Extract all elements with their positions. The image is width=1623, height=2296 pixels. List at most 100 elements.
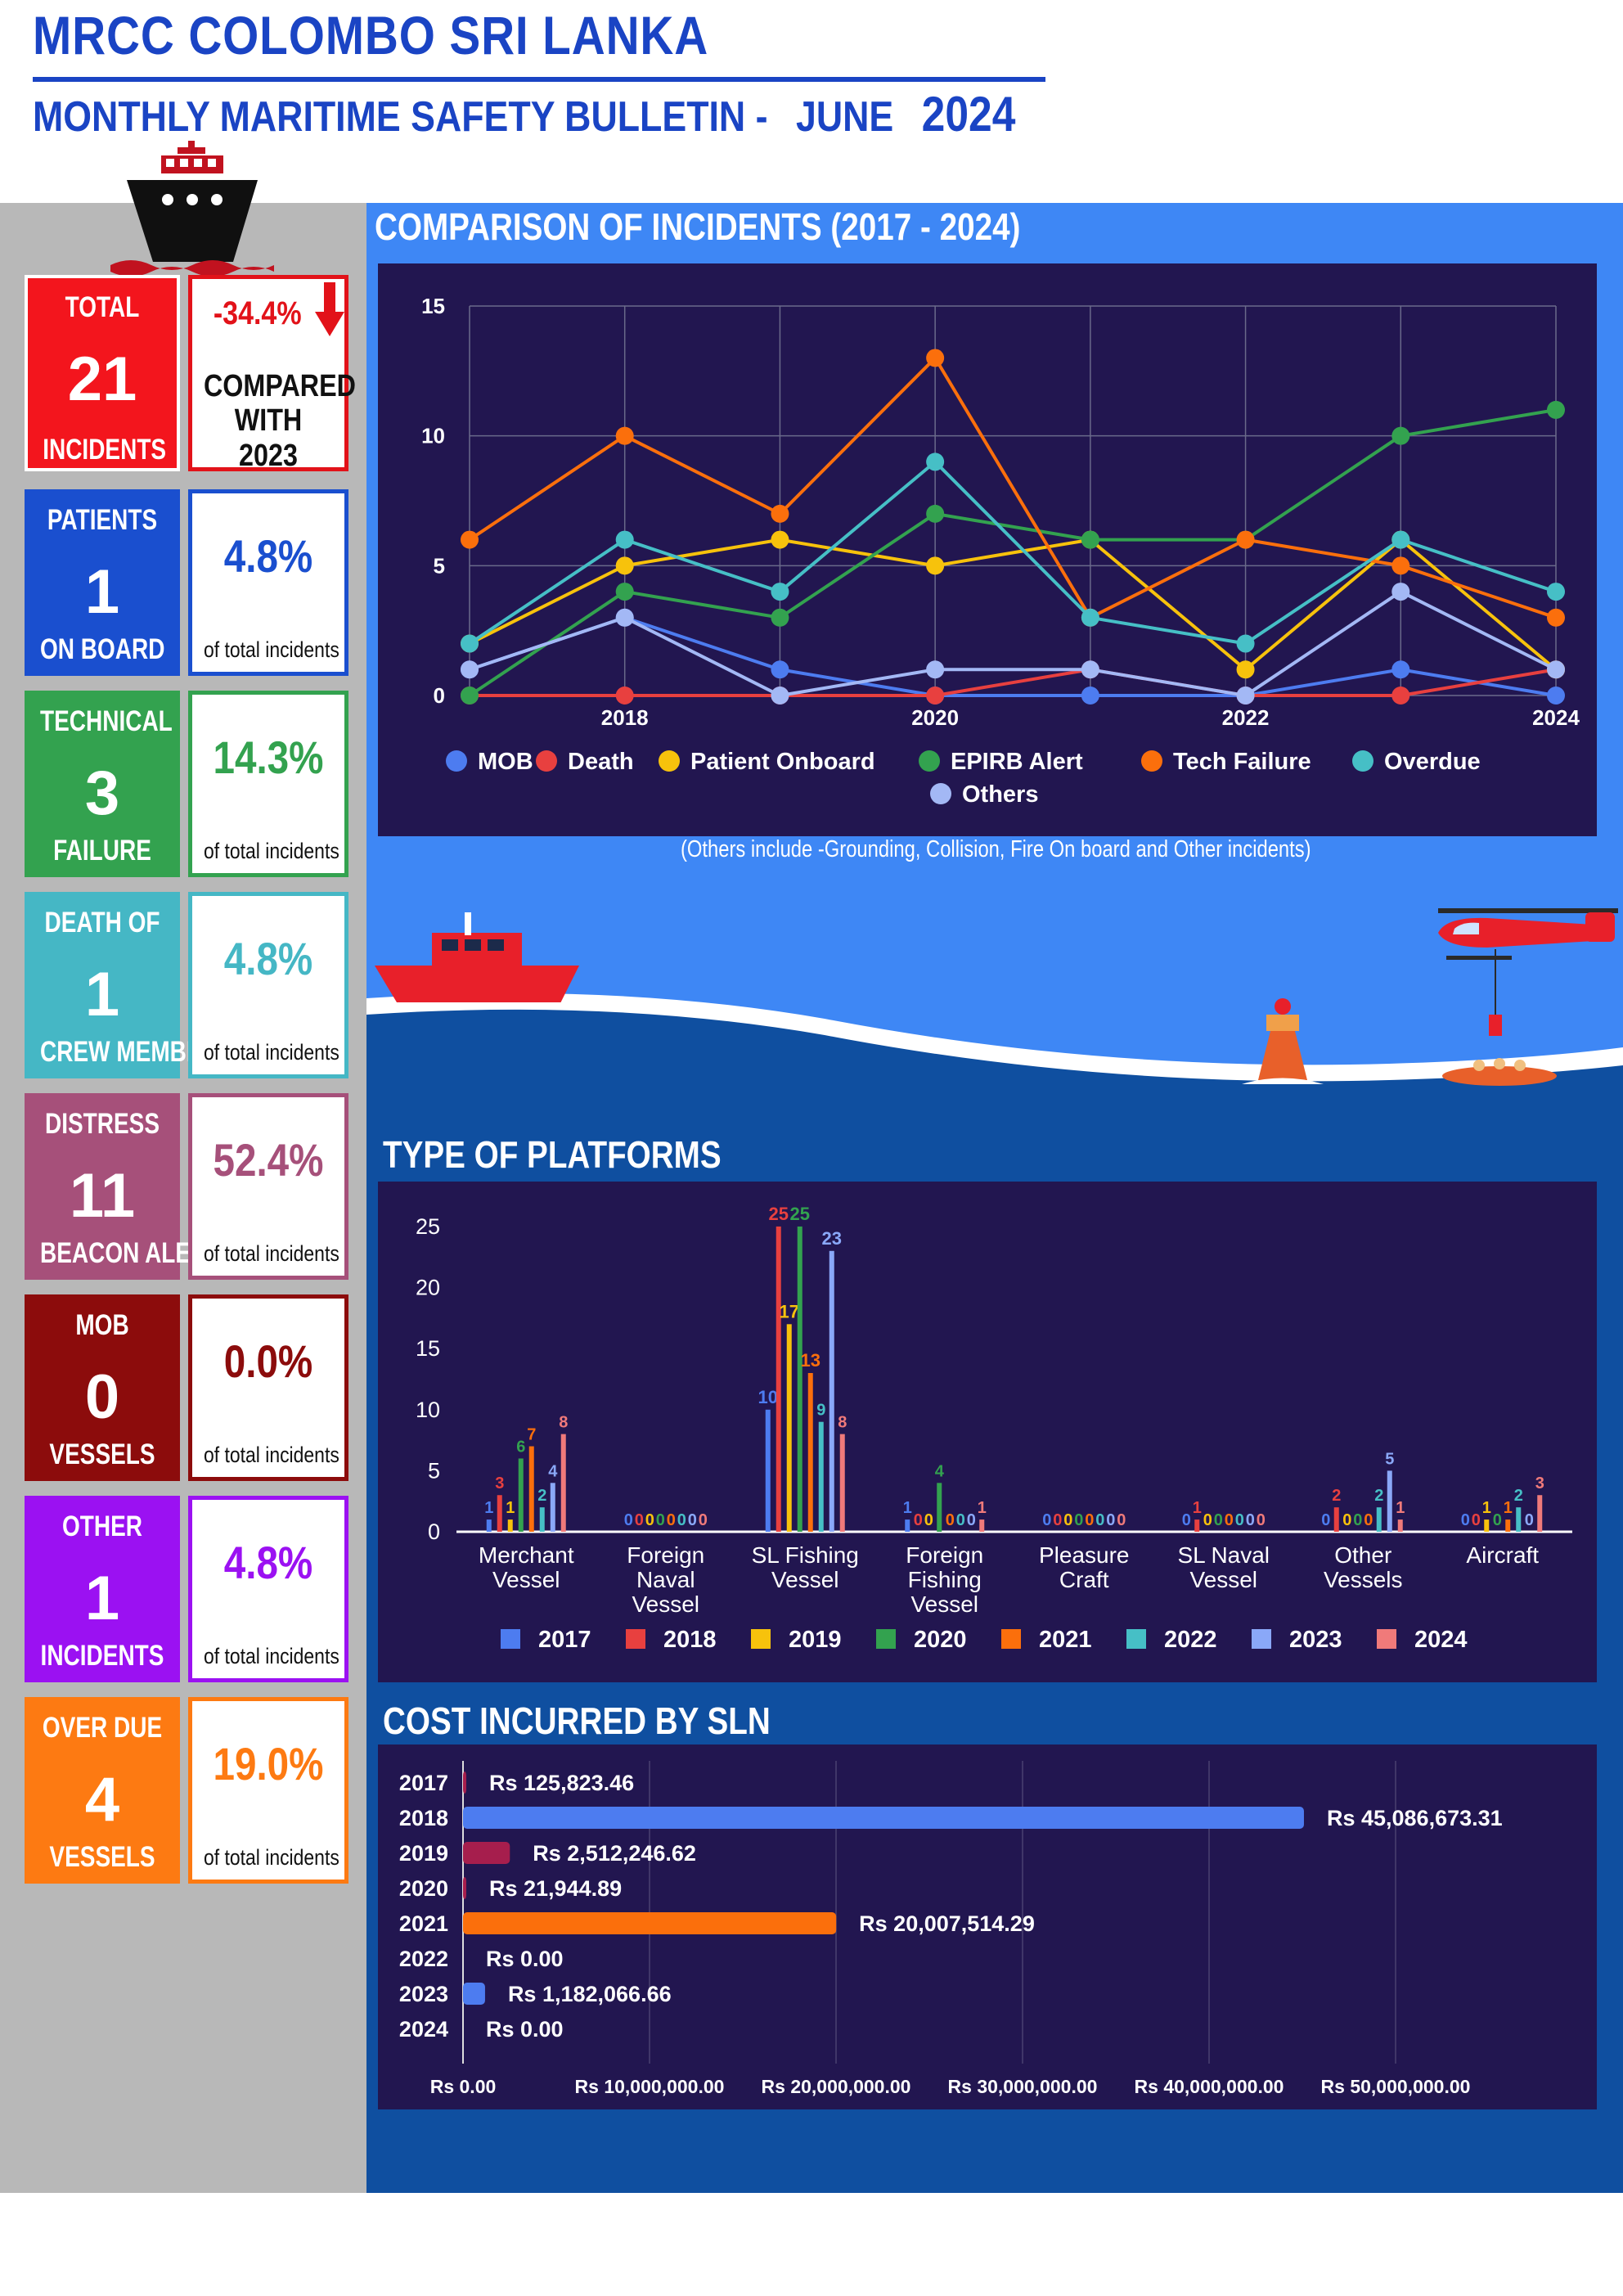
cost-x-tick: Rs 30,000,000.00 xyxy=(948,2076,1098,2097)
line-series-others xyxy=(469,589,1557,698)
platform-bar-2022 xyxy=(1516,1507,1522,1532)
summary-percent-card: 4.8% of total incidents xyxy=(188,892,348,1078)
line-point-tech-failure xyxy=(1236,530,1255,549)
line-point-mob xyxy=(771,660,789,679)
platform-bar-label: 0 xyxy=(1203,1511,1212,1529)
platform-bar-2020 xyxy=(518,1458,524,1532)
platform-bar-2018 xyxy=(1333,1507,1339,1532)
legend-marker-tech-failure xyxy=(1141,750,1162,772)
summary-card-label: DEATH OF xyxy=(44,907,160,939)
platform-bar-2018 xyxy=(776,1226,781,1532)
down-arrow-icon xyxy=(315,282,344,336)
platform-bar-2019 xyxy=(786,1324,792,1532)
platform-bar-label: 13 xyxy=(801,1350,820,1371)
summary-percent-value: 4.8% xyxy=(223,530,313,582)
platform-bar-label: 8 xyxy=(838,1414,847,1432)
platform-bar-label: 0 xyxy=(967,1511,976,1529)
line-series-overdue xyxy=(468,459,1557,646)
platform-bar-2020 xyxy=(937,1483,942,1532)
platform-bar-2023 xyxy=(1387,1470,1392,1532)
line-chart-y-tick: 0 xyxy=(434,683,445,708)
line-point-overdue xyxy=(1391,530,1410,549)
platform-category-label: Vessel xyxy=(771,1567,839,1592)
platform-bar-label: 17 xyxy=(780,1301,799,1321)
summary-percent-card: 4.8% of total incidents xyxy=(188,489,348,676)
line-series-epirb-alert xyxy=(468,407,1557,697)
summary-percent-card: 19.0% of total incidents xyxy=(188,1697,348,1884)
legend-marker-mob xyxy=(446,750,467,772)
cost-chart-title: COST INCURRED BY SLN xyxy=(383,1699,771,1742)
total-card-sublabel: INCIDENTS xyxy=(43,434,167,466)
summary-percent-value: 19.0% xyxy=(213,1738,324,1790)
platform-bar-2024 xyxy=(560,1434,566,1532)
line-point-overdue xyxy=(461,634,479,653)
line-point-epirb-alert xyxy=(1547,400,1565,419)
summary-card-label: PATIENTS xyxy=(47,504,158,536)
summary-card-sublabel: INCIDENTS xyxy=(40,1640,164,1672)
bar-legend-label-2020: 2020 xyxy=(914,1627,967,1653)
platform-bar-2021 xyxy=(528,1446,534,1532)
line-point-patient-onboard xyxy=(615,556,634,575)
platform-bar-label: 0 xyxy=(1246,1511,1255,1529)
summary-card-sublabel: ON BOARD xyxy=(40,633,165,665)
cost-bar-chart: Rs 0.00 Rs 10,000,000.00 Rs 20,000,000.00 R… xyxy=(399,1761,1503,2097)
platform-bar-label: 7 xyxy=(527,1426,536,1444)
line-chart-panel: 0 5 10 15 2018 2020 2022 2024 MOB Death Patient On… xyxy=(378,263,1597,836)
platform-bar-label: 4 xyxy=(548,1462,558,1480)
cost-bar-2020 xyxy=(463,1877,466,1899)
summary-card-patients-on-board: PATIENTS 1 ON BOARD xyxy=(25,489,180,676)
platform-bar-label: 0 xyxy=(956,1511,965,1529)
platform-bar-label: 0 xyxy=(1257,1511,1266,1529)
line-point-death xyxy=(926,687,945,705)
line-point-epirb-alert xyxy=(771,608,789,627)
cost-year-label: 2019 xyxy=(399,1841,448,1866)
platform-bar-label: 2 xyxy=(1514,1487,1523,1505)
summary-card-distress-beacon-alert: DISTRESS 11 BEACON ALERT xyxy=(25,1093,221,1280)
subtitle-text: MONTHLY MARITIME SAFETY BULLETIN - xyxy=(33,93,768,141)
platform-category-label: Foreign xyxy=(906,1542,983,1568)
page-title: MRCC COLOMBO SRI LANKA xyxy=(33,5,709,65)
bar-legend-marker-2020 xyxy=(876,1629,896,1649)
platform-bar-label: 0 xyxy=(1085,1511,1094,1529)
line-point-others xyxy=(1547,660,1565,679)
platform-bar-2019 xyxy=(507,1519,513,1532)
summary-percent-value: 4.8% xyxy=(223,1537,313,1588)
platform-bar-label: 0 xyxy=(656,1511,665,1529)
legend-label-tech-failure: Tech Failure xyxy=(1173,749,1311,775)
line-point-overdue xyxy=(926,452,945,471)
platform-bar-label: 0 xyxy=(1472,1511,1481,1529)
summary-card-sublabel: VESSELS xyxy=(49,1438,155,1470)
line-point-others xyxy=(461,660,479,679)
platform-bar-label: 0 xyxy=(667,1511,676,1529)
platform-bar-2023 xyxy=(550,1483,555,1532)
platform-bar-label: 1 xyxy=(978,1499,987,1517)
cost-bar-2018 xyxy=(463,1807,1304,1829)
summary-percent-label: of total incidents xyxy=(203,1644,339,1668)
platform-bar-label: 5 xyxy=(1385,1450,1394,1468)
line-point-others xyxy=(926,660,945,679)
line-chart-y-tick: 15 xyxy=(421,294,445,318)
platform-bar-2022 xyxy=(539,1507,545,1532)
platform-category-label: Vessel xyxy=(632,1591,700,1617)
cost-bar-2019 xyxy=(463,1842,510,1864)
line-chart-y-tick: 10 xyxy=(421,424,445,448)
line-point-mob xyxy=(1081,687,1099,705)
summary-card-label: OVER DUE xyxy=(42,1712,163,1744)
platform-bar-label: 0 xyxy=(1182,1511,1191,1529)
line-point-death xyxy=(1391,687,1410,705)
platform-category-label: SL Fishing xyxy=(752,1542,859,1568)
bar-legend-label-2019: 2019 xyxy=(789,1627,842,1653)
summary-percent-value: 4.8% xyxy=(223,933,313,984)
total-change-value: -34.4% xyxy=(213,295,302,331)
sea-illustration xyxy=(366,908,1623,1129)
cost-value-label: Rs 1,182,066.66 xyxy=(508,1982,672,2006)
summary-card-sublabel: FAILURE xyxy=(53,835,151,867)
platform-bar-2020 xyxy=(797,1226,803,1532)
bar-legend-marker-2021 xyxy=(1001,1629,1021,1649)
summary-card-label: DISTRESS xyxy=(44,1108,160,1140)
platform-bar-label: 0 xyxy=(1364,1511,1373,1529)
platform-bar-label: 0 xyxy=(1095,1511,1104,1529)
summary-card-over-due-vessels: OVER DUE 4 VESSELS xyxy=(25,1697,180,1884)
summary-percent-card: 52.4% of total incidents xyxy=(188,1093,348,1280)
